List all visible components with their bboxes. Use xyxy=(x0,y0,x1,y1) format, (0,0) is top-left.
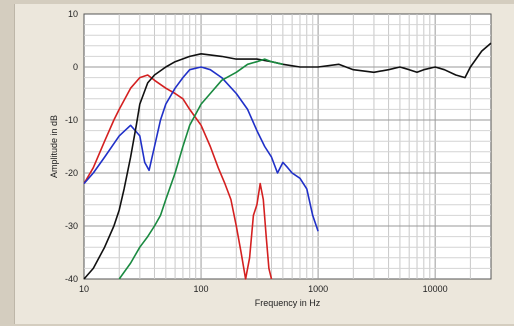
x-tick-label: 10000 xyxy=(423,284,448,294)
series-line-4 xyxy=(118,58,284,280)
series-lines xyxy=(83,42,492,280)
y-tick-label: 10 xyxy=(68,9,78,19)
series-line-2 xyxy=(83,66,319,232)
series-line-1 xyxy=(83,74,273,280)
y-axis-label: Amplitude in dB xyxy=(49,115,59,178)
x-tick-label: 100 xyxy=(194,284,209,294)
y-tick-label: -10 xyxy=(65,115,78,125)
y-tick-label: -20 xyxy=(65,168,78,178)
y-tick-label: 0 xyxy=(73,62,78,72)
grid xyxy=(84,14,491,279)
plot-area xyxy=(83,13,492,280)
x-axis-ticks: 10 100 1000 10000 xyxy=(79,284,448,294)
y-axis-ticks: 10 0 -10 -20 -30 -40 xyxy=(65,9,78,284)
x-axis-label: Frequency in Hz xyxy=(255,298,321,308)
y-tick-label: -30 xyxy=(65,221,78,231)
x-tick-label: 10 xyxy=(79,284,89,294)
y-tick-label: -40 xyxy=(65,274,78,284)
x-tick-label: 1000 xyxy=(308,284,328,294)
